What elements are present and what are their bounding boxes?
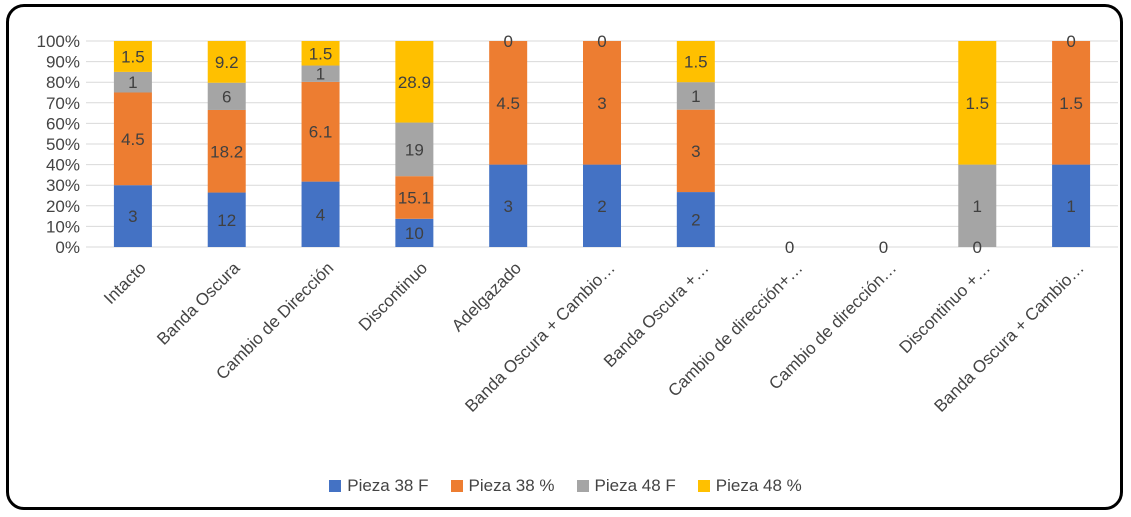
data-label: 15.1: [398, 188, 431, 207]
bar-segment: [113, 41, 152, 72]
bar-segment: [676, 82, 715, 110]
data-label: 1: [973, 197, 982, 216]
data-label: 3: [128, 207, 137, 226]
data-label: 1.5: [1059, 94, 1083, 113]
bar-segment: [395, 176, 434, 219]
chart-legend: Pieza 38 F Pieza 38 % Pieza 48 F Pieza 48 %: [0, 476, 1131, 496]
legend-label: Pieza 48 F: [594, 476, 676, 495]
data-label: 1: [316, 65, 325, 84]
legend-label: Pieza 38 F: [347, 476, 429, 495]
bar-segment: [301, 181, 340, 247]
legend-swatch: [329, 480, 342, 492]
bar-segment: [958, 164, 997, 247]
y-tick-label: 30%: [46, 176, 80, 195]
data-label: 3: [597, 94, 606, 113]
legend-item: Pieza 38 F: [329, 476, 429, 496]
bar-segment: [1052, 164, 1091, 247]
legend-label: Pieza 48 %: [715, 476, 802, 495]
bar-segment: [1052, 41, 1091, 165]
data-label: 1.5: [309, 44, 333, 63]
data-label: 0: [785, 238, 794, 257]
y-tick-label: 90%: [46, 53, 80, 72]
bar-segment: [958, 41, 997, 165]
data-label: 0: [973, 238, 982, 257]
data-label: 1.5: [684, 53, 708, 72]
legend-label: Pieza 38 %: [468, 476, 555, 495]
bar-segment: [207, 82, 246, 110]
bar-segment: [113, 185, 152, 247]
data-label: 6: [222, 87, 231, 106]
data-label: 1: [128, 73, 137, 92]
data-label: 19: [405, 140, 424, 159]
bar-segment: [207, 109, 246, 193]
y-tick-label: 10%: [46, 217, 80, 236]
data-label: 2: [691, 211, 700, 230]
bar-segment: [207, 192, 246, 247]
y-tick-label: 50%: [46, 135, 80, 154]
legend-swatch: [450, 480, 463, 492]
y-tick-label: 80%: [46, 73, 80, 92]
data-label: 0: [597, 32, 606, 51]
category-label: Intacto: [100, 258, 150, 308]
data-label: 1.5: [121, 47, 145, 66]
data-label: 6.1: [309, 123, 333, 142]
y-tick-label: 0%: [55, 238, 80, 257]
data-label: 28.9: [398, 73, 431, 92]
bar-segment: [676, 109, 715, 193]
data-label: 9.2: [215, 53, 239, 72]
data-label: 18.2: [210, 142, 243, 161]
bar-segment: [489, 41, 528, 165]
data-label: 0: [503, 32, 512, 51]
legend-item: Pieza 48 F: [576, 476, 676, 496]
bar-segment: [395, 122, 434, 177]
legend-swatch: [576, 480, 589, 492]
category-label: Discontinuo +…: [895, 258, 994, 357]
data-label: 1: [1066, 197, 1075, 216]
y-tick-label: 40%: [46, 156, 80, 175]
bar-segment: [113, 71, 152, 93]
bar-segment: [113, 92, 152, 186]
category-label: Banda Oscura + Cambio…: [930, 258, 1087, 415]
category-label: Banda Oscura +…: [600, 258, 713, 371]
bar-segment: [489, 164, 528, 247]
bar-segment: [676, 192, 715, 247]
bar-segment: [395, 218, 434, 247]
bar-segment: [583, 41, 621, 165]
category-label: Adelgazado: [448, 258, 525, 335]
y-tick-label: 20%: [46, 197, 80, 216]
category-label: Discontinuo: [355, 258, 431, 334]
data-label: 1: [691, 87, 700, 106]
y-tick-label: 70%: [46, 94, 80, 113]
bar-segment: [676, 41, 715, 83]
data-label: 1.5: [965, 94, 989, 113]
legend-item: Pieza 48 %: [697, 476, 802, 496]
legend-swatch: [697, 480, 710, 492]
data-label: 0: [1066, 32, 1075, 51]
data-label: 3: [691, 142, 700, 161]
bar-segment: [207, 41, 246, 83]
data-label: 12: [217, 211, 236, 230]
bar-segment: [301, 41, 340, 66]
y-tick-label: 100%: [37, 32, 80, 51]
bar-segment: [395, 41, 434, 123]
data-label: 0: [879, 238, 888, 257]
data-label: 4.5: [496, 94, 520, 113]
data-label: 3: [503, 197, 512, 216]
legend-item: Pieza 38 %: [450, 476, 555, 496]
category-label: Banda Oscura: [153, 258, 244, 349]
y-tick-label: 60%: [46, 114, 80, 133]
data-label: 2: [597, 197, 606, 216]
category-label: Banda Oscura + Cambio…: [461, 258, 618, 415]
chart-frame: [6, 4, 1123, 510]
bar-segment: [301, 81, 340, 182]
bar-segment: [301, 65, 340, 82]
data-label: 10: [405, 224, 424, 243]
bar-segment: [583, 164, 621, 247]
data-label: 4.5: [121, 130, 145, 149]
data-label: 4: [316, 205, 325, 224]
